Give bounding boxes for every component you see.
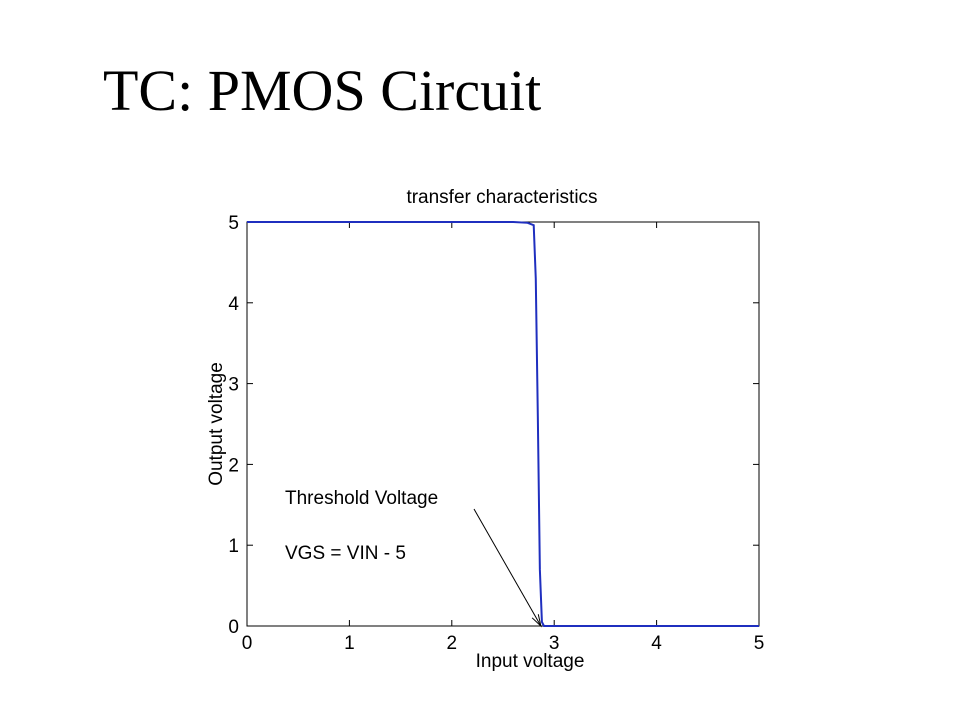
x-axis-label: Input voltage bbox=[476, 651, 585, 672]
chart-title: transfer characteristics bbox=[406, 187, 597, 208]
y-tick-label-2: 2 bbox=[228, 455, 239, 476]
annotation-group: Threshold Voltage VGS = VIN - 5 bbox=[285, 488, 542, 628]
tick-labels: 0 1 2 3 4 5 0 1 2 3 4 5 bbox=[228, 213, 764, 654]
y-axis-label: Output voltage bbox=[206, 362, 227, 486]
x-tick-label-2: 2 bbox=[447, 633, 458, 654]
annotation-arrow-head bbox=[531, 614, 542, 628]
series-line-0 bbox=[247, 221, 759, 627]
x-tick-label-1: 1 bbox=[344, 633, 355, 654]
series-group bbox=[247, 221, 759, 627]
plot-frame bbox=[246, 221, 760, 627]
x-tick-label-0: 0 bbox=[242, 633, 253, 654]
y-tick-label-0: 0 bbox=[228, 617, 239, 638]
y-tick-label-3: 3 bbox=[228, 375, 239, 396]
slide-title: TC: PMOS Circuit bbox=[103, 58, 542, 123]
y-tick-label-4: 4 bbox=[228, 294, 239, 315]
annotation-arrow-line bbox=[473, 508, 542, 627]
y-tick-label-5: 5 bbox=[228, 213, 239, 234]
annotation-line-1: Threshold Voltage bbox=[285, 488, 438, 509]
axis-ticks bbox=[246, 221, 760, 627]
x-tick-label-3: 3 bbox=[549, 633, 560, 654]
annotation-line-2: VGS = VIN - 5 bbox=[285, 543, 406, 564]
x-tick-label-4: 4 bbox=[651, 633, 662, 654]
y-tick-label-1: 1 bbox=[228, 536, 239, 557]
x-tick-label-5: 5 bbox=[754, 633, 765, 654]
